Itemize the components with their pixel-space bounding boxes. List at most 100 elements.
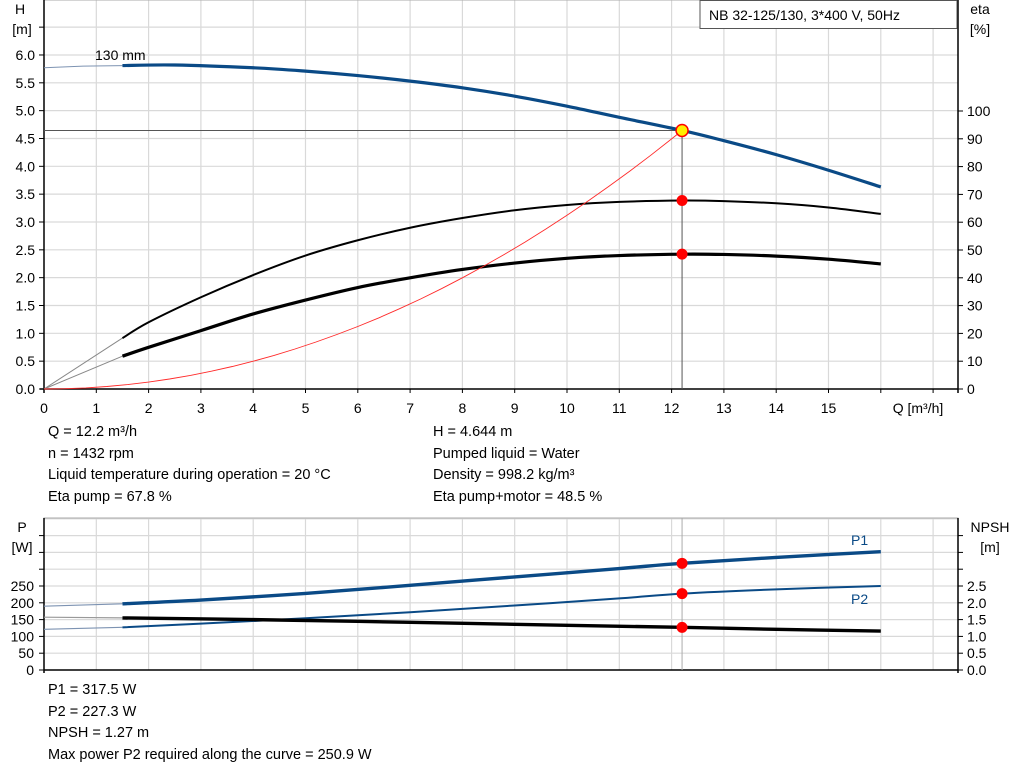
npsh-duty-point <box>676 621 688 633</box>
duty-info-left: Q = 12.2 m³/h n = 1432 rpm Liquid temper… <box>48 422 331 508</box>
x-tick-label: 1 <box>92 400 100 416</box>
chart-labels: NB 32-125/130, 3*400 V, 50Hz H [m] eta [… <box>11 0 1010 678</box>
x-axis-label: Q [m³/h] <box>893 400 944 416</box>
curve-label-130mm: 130 mm <box>95 47 146 63</box>
head-curve <box>122 63 882 189</box>
p-tick-label: 150 <box>11 612 35 628</box>
info-p2: P2 = 227.3 W <box>48 703 137 720</box>
h-tick-label: 5.5 <box>16 75 36 91</box>
head-extrapolated <box>43 65 123 69</box>
eta-pump-curve <box>121 199 881 339</box>
P1-extrapolated <box>43 603 123 607</box>
eta-tick-label: 30 <box>967 298 983 314</box>
h-tick-label: 4.0 <box>16 158 36 174</box>
eta-tick-label: 90 <box>967 131 983 147</box>
info-q: Q = 12.2 m³/h <box>48 424 138 440</box>
P1-curve <box>122 550 881 606</box>
npsh-tick-label: 0.5 <box>967 645 987 661</box>
chart-marks <box>43 63 882 633</box>
head-duty-point <box>675 123 689 138</box>
NPSH-extrapolated <box>43 616 123 619</box>
eta-axis-label: eta <box>970 1 990 17</box>
eta-pump-motor-curve <box>121 252 881 358</box>
plot-frame <box>43 517 959 671</box>
NPSH-curve <box>122 616 881 633</box>
x-tick-label: 10 <box>559 400 575 416</box>
h-axis-label: H <box>15 1 25 17</box>
npsh-tick-label: 0.0 <box>967 662 987 678</box>
h-tick-label: 1.0 <box>16 325 36 341</box>
h-tick-label: 6.0 <box>16 47 36 63</box>
x-tick-label: 8 <box>459 400 467 416</box>
legend-box <box>699 0 958 29</box>
npsh-tick-label: 1.0 <box>967 628 987 644</box>
h-tick-label: 2.0 <box>16 270 36 286</box>
h-tick-label: 2.5 <box>16 242 36 258</box>
x-tick-label: 0 <box>40 400 48 416</box>
x-tick-label: 5 <box>302 400 310 416</box>
h-tick-label: 4.5 <box>16 130 36 146</box>
p-tick-label: 200 <box>11 595 35 611</box>
P2-curve <box>122 585 881 629</box>
eta-tick-label: 20 <box>967 325 983 341</box>
eta-tick-label: 100 <box>967 103 991 119</box>
h-axis-unit: [m] <box>12 21 31 37</box>
info-n: n = 1432 rpm <box>48 445 134 462</box>
eta-pump-motor-extrapolated <box>43 355 123 390</box>
p2-series-label: P2 <box>851 591 868 607</box>
eta-axis-unit: [%] <box>970 21 990 37</box>
h-tick-label: 0.5 <box>16 353 36 369</box>
x-tick-label: 9 <box>511 400 519 416</box>
info-max-p2: Max power P2 required along the curve = … <box>48 746 372 763</box>
p1-duty-point <box>676 557 688 569</box>
eta-tick-label: 50 <box>967 242 983 258</box>
npsh-tick-label: 1.5 <box>967 612 987 628</box>
eta-tick-label: 60 <box>967 214 983 230</box>
x-tick-label: 14 <box>768 400 784 416</box>
eta-pump-duty-point <box>676 195 688 207</box>
power-info: P1 = 317.5 W P2 = 227.3 W NPSH = 1.27 m … <box>48 680 372 766</box>
eta-pump-extrapolated <box>43 337 123 390</box>
p-tick-label: 50 <box>18 645 34 661</box>
p-tick-label: 250 <box>11 578 35 594</box>
x-tick-label: 2 <box>145 400 153 416</box>
p-tick-label: 0 <box>26 662 34 678</box>
p-tick-label: 100 <box>11 628 35 644</box>
info-p1: P1 = 317.5 W <box>48 682 137 698</box>
h-tick-label: 3.5 <box>16 186 36 202</box>
eta-tick-label: 40 <box>967 270 983 286</box>
x-tick-label: 12 <box>664 400 680 416</box>
P2-extrapolated <box>43 626 123 630</box>
x-tick-label: 11 <box>612 400 627 416</box>
x-tick-label: 6 <box>354 400 362 416</box>
x-tick-label: 7 <box>406 400 414 416</box>
info-eta-pump-motor: Eta pump+motor = 48.5 % <box>433 488 603 505</box>
eta-pump-motor-duty-point <box>676 248 688 260</box>
p-axis-label: P <box>17 519 26 535</box>
info-density: Density = 998.2 kg/m³ <box>433 467 575 483</box>
h-tick-label: 0.0 <box>16 381 36 397</box>
npsh-tick-label: 2.0 <box>967 595 987 611</box>
info-eta-pump: Eta pump = 67.8 % <box>48 488 172 505</box>
info-h: H = 4.644 m <box>433 424 513 440</box>
npsh-axis-label: NPSH <box>971 519 1010 535</box>
eta-tick-label: 0 <box>967 381 975 397</box>
x-tick-label: 13 <box>716 400 732 416</box>
eta-tick-label: 10 <box>967 353 983 369</box>
h-tick-label: 5.0 <box>16 103 36 119</box>
x-tick-label: 3 <box>197 400 205 416</box>
eta-tick-label: 70 <box>967 186 983 202</box>
h-tick-label: 1.5 <box>16 297 36 313</box>
p-axis-unit: [W] <box>12 539 33 555</box>
bottom-grid <box>39 517 963 673</box>
p2-duty-point <box>676 588 688 600</box>
npsh-axis-unit: [m] <box>980 539 999 555</box>
duty-info-right: H = 4.644 m Pumped liquid = Water Densit… <box>433 422 602 508</box>
p1-series-label: P1 <box>851 532 868 548</box>
system-curve-curve <box>43 130 683 390</box>
chart-title: NB 32-125/130, 3*400 V, 50Hz <box>709 7 900 23</box>
h-tick-label: 3.0 <box>16 214 36 230</box>
npsh-tick-label: 2.5 <box>967 578 987 594</box>
top-grid <box>39 0 963 393</box>
